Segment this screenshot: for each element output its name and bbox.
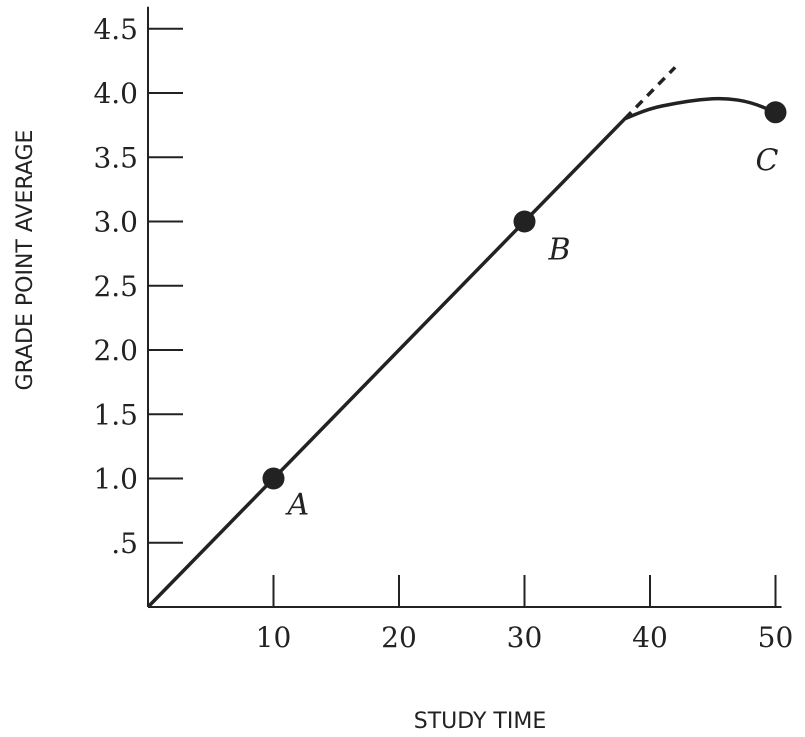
series-line-dashed	[623, 66, 677, 120]
y-tick-label: 1.0	[93, 463, 138, 496]
x-axis-title: STUDY TIME	[414, 709, 546, 734]
point-label-a: A	[285, 488, 310, 523]
x-tick-label: 40	[632, 621, 668, 654]
x-tick-label: 50	[758, 621, 794, 654]
y-tick-label: 3.5	[93, 141, 138, 174]
y-tick-label: 4.5	[93, 13, 138, 46]
y-axis-title: GRADE POINT AVERAGE	[13, 130, 38, 391]
y-tick-label: 2.0	[93, 334, 138, 367]
y-tick-label: .5	[111, 527, 138, 560]
x-tick-label: 10	[256, 621, 292, 654]
x-tick-label: 30	[507, 621, 543, 654]
series-lines	[146, 66, 777, 609]
point-label-c: C	[756, 143, 779, 178]
point-a	[262, 467, 285, 490]
x-tick-label: 20	[381, 621, 417, 654]
y-tick-label: 4.0	[93, 77, 138, 110]
point-b	[513, 210, 536, 233]
data-points: A B C	[262, 101, 787, 523]
y-tick-label: 1.5	[93, 398, 138, 431]
y-tick-label: 2.5	[93, 270, 138, 303]
point-c	[764, 101, 787, 124]
y-tick-label: 3.0	[93, 206, 138, 239]
y-axis: .5 1.0 1.5 2.0 2.5 3.0 3.5 4.0 4.5	[93, 6, 183, 607]
series-line-solid	[146, 96, 777, 609]
x-axis: 10 20 30 40 50	[148, 575, 793, 654]
point-label-b: B	[548, 233, 571, 268]
